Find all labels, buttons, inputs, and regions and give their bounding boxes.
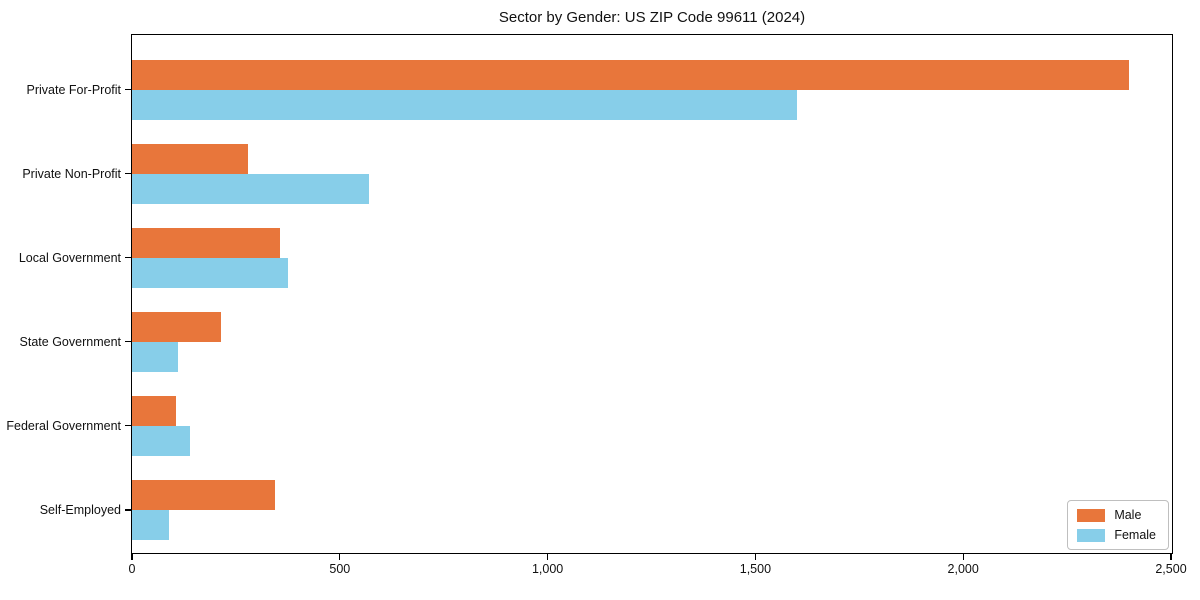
x-tick-mark [547, 554, 549, 560]
legend-label: Male [1114, 508, 1142, 522]
y-tick-mark [125, 88, 131, 91]
legend-item-male: Male [1077, 508, 1156, 522]
y-tick-label: Local Government [18, 250, 121, 265]
y-tick-label: State Government [19, 334, 121, 349]
x-tick-label: 500 [329, 562, 351, 576]
x-tick-label: 1,500 [739, 562, 772, 576]
plot-area: Private For-Profit Private Non-Profit Loca… [6, 34, 1187, 576]
bar-female-1 [132, 173, 369, 204]
y-tick-label: Private For-Profit [26, 82, 121, 97]
bar-female-3 [132, 341, 178, 372]
legend-swatch-female [1077, 528, 1106, 542]
bar-male-1 [132, 143, 249, 174]
x-tick-mark [339, 554, 341, 560]
x-tick-mark [754, 554, 756, 560]
legend: Male Female [1067, 500, 1169, 550]
x-tick-mark [131, 554, 133, 560]
y-tick-label: Federal Government [6, 418, 121, 433]
bar-female-4 [132, 425, 191, 456]
bar-male-0 [132, 59, 1130, 90]
x-tick-label: 1,000 [531, 562, 564, 576]
legend-item-female: Female [1077, 528, 1156, 542]
legend-label: Female [1114, 528, 1156, 542]
y-tick-mark [125, 173, 131, 175]
y-tick-mark [125, 257, 131, 259]
x-tick-label: 2,500 [1155, 562, 1187, 576]
y-tick-mark [125, 341, 131, 343]
bar-female-2 [132, 257, 288, 288]
x-tick-label: 0 [128, 562, 136, 576]
x-tick-mark [962, 554, 964, 560]
y-tick-mark [125, 425, 131, 427]
legend-swatch-male [1077, 508, 1106, 522]
bar-female-5 [132, 510, 170, 540]
chart-title: Sector by Gender: US ZIP Code 99611 (202… [498, 9, 806, 26]
bar-female-0 [132, 89, 797, 120]
bar-male-4 [132, 395, 176, 426]
x-tick-mark [1170, 554, 1172, 560]
bar-male-2 [132, 227, 280, 258]
y-tick-mark [125, 509, 131, 511]
x-tick-label: 2,000 [947, 562, 979, 576]
y-tick-label: Private Non-Profit [22, 166, 121, 181]
y-tick-label: Self-Employed [39, 503, 121, 517]
bar-male-3 [132, 311, 222, 342]
bar-male-5 [132, 480, 276, 510]
